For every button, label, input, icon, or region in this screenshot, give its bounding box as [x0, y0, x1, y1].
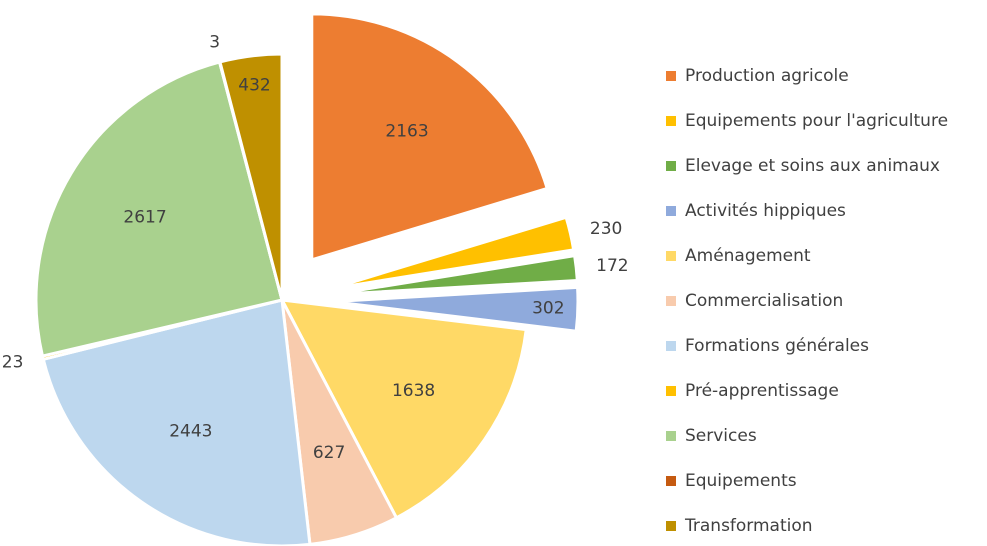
data-label: 627 — [313, 443, 345, 463]
data-label: 2163 — [385, 121, 428, 141]
legend-label: Formations générales — [685, 336, 869, 356]
legend-swatch — [666, 476, 676, 486]
data-label: 302 — [532, 298, 564, 318]
legend-swatch — [666, 251, 676, 261]
legend-label: Activités hippiques — [685, 201, 846, 221]
data-label: 23 — [2, 352, 24, 372]
legend-swatch — [666, 206, 676, 216]
pie-slice — [34, 60, 284, 358]
data-label: 2617 — [123, 207, 166, 227]
pie-slice — [310, 12, 550, 262]
legend-swatch — [666, 386, 676, 396]
legend-label: Equipements — [685, 471, 797, 491]
pie-slice — [279, 298, 528, 520]
legend-label: Services — [685, 426, 757, 446]
legend-label: Commercialisation — [685, 291, 843, 311]
legend-swatch — [666, 161, 676, 171]
legend-label: Aménagement — [685, 246, 811, 266]
data-label: 3 — [209, 33, 220, 53]
pie-slice — [331, 253, 579, 297]
legend-label: Transformation — [684, 516, 813, 536]
data-label: 1638 — [392, 381, 435, 401]
legend-label: Pré-apprentissage — [685, 381, 839, 401]
legend-swatch — [666, 341, 676, 351]
legend-swatch — [666, 431, 676, 441]
data-label: 2443 — [169, 421, 212, 441]
data-label: 432 — [238, 75, 270, 95]
data-label: 230 — [590, 219, 622, 239]
pie-slice — [331, 285, 580, 333]
data-label: 172 — [596, 256, 628, 276]
legend-label: Elevage et soins aux animaux — [685, 156, 940, 176]
legend-swatch — [666, 116, 676, 126]
legend-swatch — [666, 71, 676, 81]
pie-slice — [330, 215, 576, 291]
pie-slice — [218, 52, 284, 301]
legend-swatch — [666, 521, 676, 531]
legend-label: Production agricole — [685, 66, 849, 86]
legend-label: Equipements pour l'agriculture — [685, 111, 948, 131]
legend-swatch — [666, 296, 676, 306]
